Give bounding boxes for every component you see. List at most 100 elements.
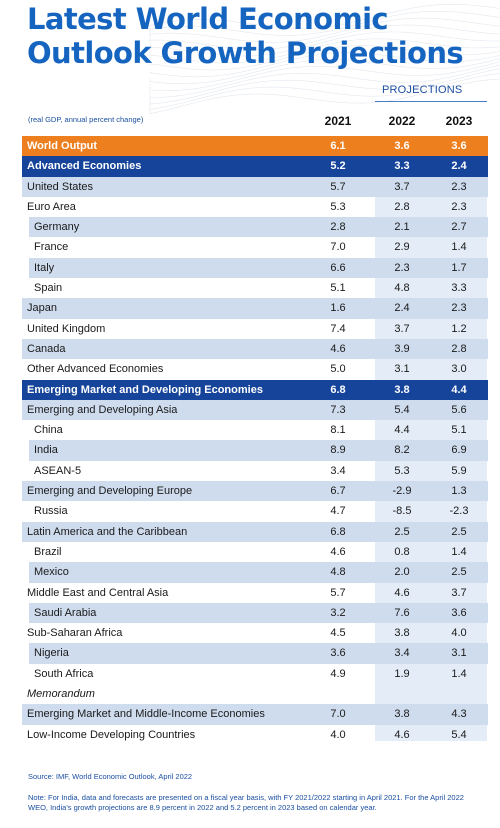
row-label: Emerging Market and Middle-Income Econom… [27, 708, 265, 721]
value-cell-2023: -2.3 [449, 505, 469, 518]
value-cell-2022: 2.8 [394, 200, 410, 213]
value-cell-2022: 2.9 [394, 241, 410, 254]
value-cell-2022: 5.3 [394, 464, 410, 477]
wave-line [149, 45, 500, 71]
wave-line [149, 61, 500, 91]
row-label: France [34, 241, 69, 254]
row-label: China [34, 424, 63, 437]
value-cell-2021: 4.7 [330, 505, 346, 518]
value-cell-2022: 3.1 [394, 363, 410, 376]
value-cell-2021: 3.2 [330, 606, 346, 619]
value-cell-2023: 2.3 [451, 180, 467, 193]
table-row: Japan 1.6 2.4 2.3 [22, 298, 488, 319]
value-cell-2022: 2.0 [394, 566, 410, 579]
value-cell-2023: 2.4 [451, 160, 467, 173]
row-label: World Output [27, 140, 98, 152]
value-cell-2023: 4.0 [451, 627, 467, 640]
table-row: Spain 5.1 4.8 3.3 [22, 278, 488, 298]
year-header-2021: 2021 [324, 114, 352, 128]
value-cell-2021: 8.9 [330, 444, 346, 457]
value-cell-2022: 4.8 [394, 282, 410, 295]
row-label: Emerging and Developing Europe [27, 485, 193, 498]
row-label: Brazil [34, 545, 62, 558]
table-row: Sub-Saharan Africa 4.5 3.8 4.0 [22, 623, 488, 643]
projection-column-shade [375, 137, 487, 741]
value-cell-2023: 5.9 [451, 464, 467, 477]
value-cell-2022: 1.9 [394, 667, 410, 680]
value-cell-2022: 2.1 [394, 221, 410, 234]
table-row: United Kingdom 7.4 3.7 1.2 [22, 319, 488, 339]
value-cell-2022: 4.4 [394, 424, 410, 437]
value-cell-2023: 4.3 [451, 708, 467, 721]
table-row: India 8.9 8.2 6.9 [22, 440, 488, 461]
row-shade [29, 440, 488, 461]
row-shade [29, 643, 488, 664]
table-row: Middle East and Central Asia 5.7 4.6 3.7 [22, 583, 488, 603]
value-cell-2021: 4.5 [330, 627, 346, 640]
table-row: Russia 4.7 -8.5 -2.3 [22, 501, 488, 521]
table-row: Italy 6.6 2.3 1.7 [22, 257, 488, 279]
wave-line [149, 58, 500, 85]
row-shade [29, 562, 488, 583]
value-cell-2023: 3.1 [451, 647, 467, 660]
value-cell-2023: 3.7 [451, 586, 467, 599]
table-row: Memorandum [22, 684, 488, 704]
table-row: ASEAN-5 3.4 5.3 5.9 [22, 461, 488, 481]
value-cell-2023: 2.3 [451, 302, 467, 315]
value-cell-2022: 3.6 [394, 140, 410, 152]
value-cell-2023: 5.6 [451, 403, 467, 416]
table-row: South Africa 4.9 1.9 1.4 [22, 664, 488, 684]
table-row: Other Advanced Economies 5.0 3.1 3.0 [22, 359, 488, 379]
row-label: Italy [34, 261, 55, 274]
row-label: Low-Income Developing Countries [27, 728, 196, 741]
value-cell-2021: 5.2 [330, 160, 346, 173]
value-cell-2023: 1.2 [451, 322, 467, 335]
value-cell-2021: 5.7 [330, 586, 346, 599]
value-cell-2022: 3.7 [394, 322, 410, 335]
wave-line [149, 3, 500, 30]
value-cell-2023: 5.1 [451, 424, 467, 437]
row-label: Germany [34, 221, 80, 234]
value-cell-2022: 2.5 [394, 525, 410, 538]
value-cell-2023: 5.4 [451, 728, 467, 741]
wave-line [149, 68, 500, 105]
footnote: Note: For India, data and forecasts are … [28, 793, 464, 812]
row-label: Mexico [34, 566, 69, 579]
table-row: Emerging and Developing Europe 6.7 -2.9 1.3 [22, 481, 488, 502]
wave-line [149, 78, 500, 115]
row-label: Emerging Market and Developing Economies [27, 383, 263, 396]
table-row: United States 5.7 3.7 2.3 [22, 176, 488, 197]
table-row: Mexico 4.8 2.0 2.5 [22, 562, 488, 583]
value-cell-2021: 4.6 [330, 342, 346, 355]
table-row: Euro Area 5.3 2.8 2.3 [22, 197, 488, 217]
table-row: Advanced Economies 5.2 3.3 2.4 [22, 156, 488, 177]
value-cell-2022: -8.5 [392, 505, 412, 518]
table-row: Emerging Market and Developing Economies… [22, 379, 488, 400]
value-cell-2022: 4.6 [394, 586, 410, 599]
value-cell-2021: 5.0 [330, 363, 346, 376]
row-label: Nigeria [34, 647, 69, 660]
row-shade [29, 217, 488, 238]
table-row: Nigeria 3.6 3.4 3.1 [22, 643, 488, 664]
value-cell-2023: 3.0 [451, 363, 467, 376]
row-label: United Kingdom [27, 322, 106, 335]
value-cell-2021: 7.0 [330, 708, 346, 721]
value-cell-2021: 6.6 [330, 261, 346, 274]
value-cell-2022: 3.4 [394, 647, 410, 660]
value-cell-2021: 2.8 [330, 221, 346, 234]
wave-line [149, 52, 500, 78]
value-cell-2021: 5.1 [330, 282, 346, 295]
growth-table: (real GDP, annual percent change) 2021 2… [22, 108, 488, 745]
value-cell-2022: 0.8 [394, 545, 410, 558]
wave-line [149, 10, 500, 36]
title-line-2: Outlook Growth Projections [27, 36, 464, 70]
value-cell-2022: 4.6 [394, 728, 410, 741]
row-label: Saudi Arabia [34, 606, 97, 619]
year-header-2022: 2022 [388, 114, 416, 128]
value-cell-2022: 3.8 [394, 708, 410, 721]
unit-note: (real GDP, annual percent change) [28, 115, 144, 124]
value-cell-2021: 4.0 [330, 728, 346, 741]
value-cell-2023: 1.4 [451, 241, 467, 254]
value-cell-2021: 7.0 [330, 241, 346, 254]
value-cell-2021: 1.6 [330, 302, 346, 315]
